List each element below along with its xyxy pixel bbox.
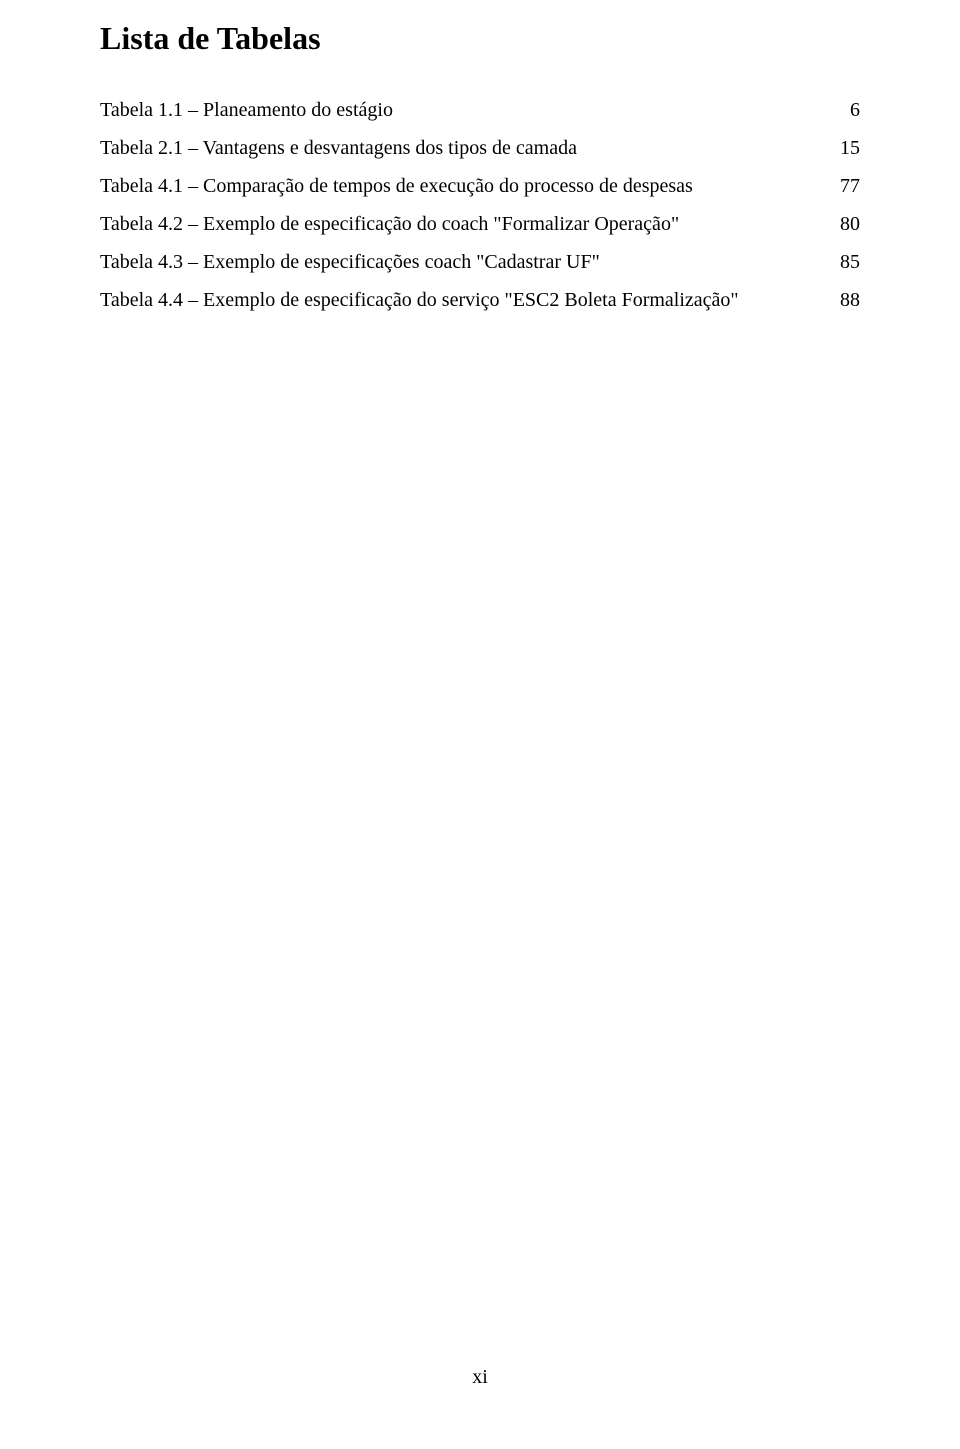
document-page: Lista de Tabelas Tabela 1.1 – Planeament… bbox=[0, 0, 960, 1449]
toc-entry-label: Tabela 4.4 – Exemplo de especificação do… bbox=[100, 281, 739, 319]
toc-entry: Tabela 1.1 – Planeamento do estágio 6 bbox=[100, 91, 860, 129]
toc-entry-label: Tabela 4.1 – Comparação de tempos de exe… bbox=[100, 167, 693, 205]
toc-entry-page: 15 bbox=[840, 129, 860, 167]
toc-entry: Tabela 4.2 – Exemplo de especificação do… bbox=[100, 205, 860, 243]
toc-entry-page: 6 bbox=[850, 91, 860, 129]
toc-entry-page: 80 bbox=[840, 205, 860, 243]
toc-entry: Tabela 4.1 – Comparação de tempos de exe… bbox=[100, 167, 860, 205]
toc-entry: Tabela 2.1 – Vantagens e desvantagens do… bbox=[100, 129, 860, 167]
toc-entry: Tabela 4.3 – Exemplo de especificações c… bbox=[100, 243, 860, 281]
toc-entry-page: 88 bbox=[840, 281, 860, 319]
toc-entry-page: 85 bbox=[840, 243, 860, 281]
toc-entry-label: Tabela 4.2 – Exemplo de especificação do… bbox=[100, 205, 679, 243]
toc-entry-page: 77 bbox=[840, 167, 860, 205]
toc-entry-label: Tabela 1.1 – Planeamento do estágio bbox=[100, 91, 393, 129]
toc-entry-label: Tabela 2.1 – Vantagens e desvantagens do… bbox=[100, 129, 577, 167]
page-title: Lista de Tabelas bbox=[100, 20, 860, 57]
toc-entry-label: Tabela 4.3 – Exemplo de especificações c… bbox=[100, 243, 600, 281]
page-number: xi bbox=[0, 1366, 960, 1389]
toc-entry: Tabela 4.4 – Exemplo de especificação do… bbox=[100, 281, 860, 319]
